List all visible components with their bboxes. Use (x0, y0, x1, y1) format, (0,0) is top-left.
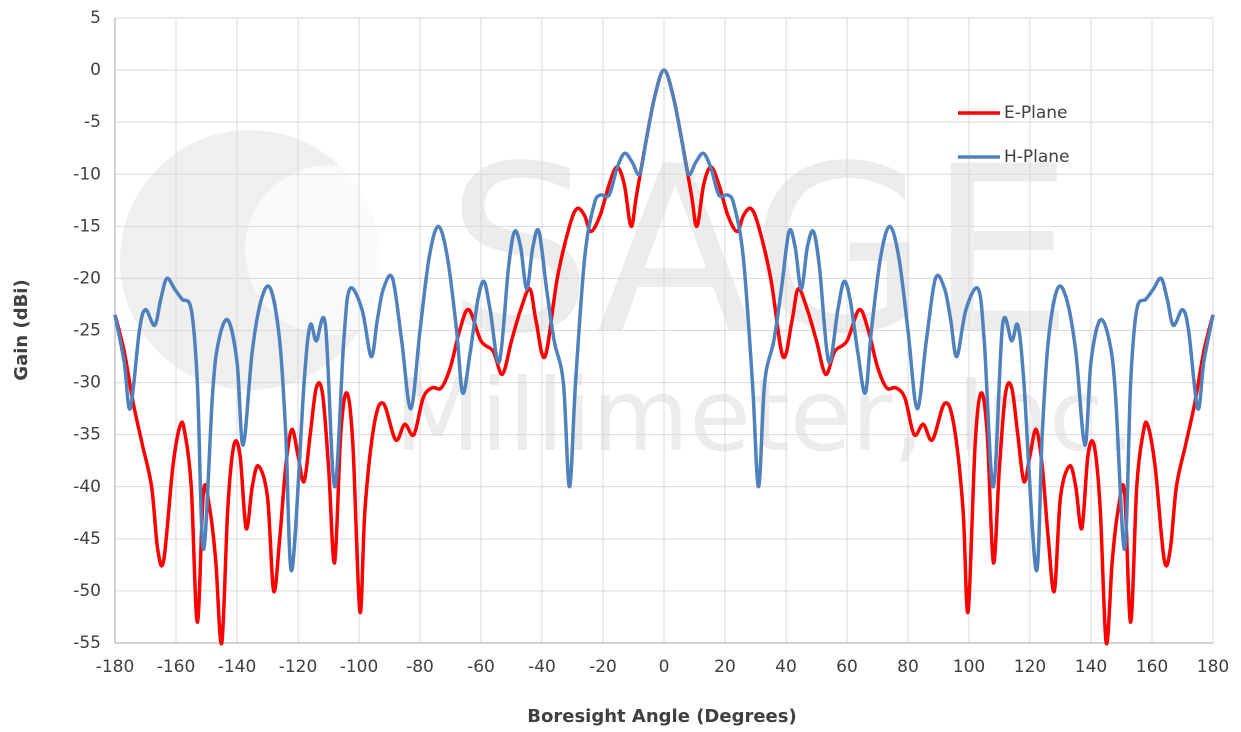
y-tick-label: -35 (73, 425, 101, 445)
x-tick-label: 60 (836, 657, 858, 677)
x-tick-label: 180 (1197, 657, 1229, 677)
y-tick-label: -20 (73, 268, 101, 288)
x-tick-label: 80 (897, 657, 919, 677)
y-axis-title: Gain (dBi) (11, 279, 32, 380)
x-tick-label: -180 (96, 657, 135, 677)
legend-label: E-Plane (1004, 103, 1068, 123)
x-axis-title: Boresight Angle (Degrees) (527, 706, 796, 727)
x-tick-label: 120 (1014, 657, 1046, 677)
y-tick-label: -40 (73, 477, 101, 497)
x-tick-label: -120 (279, 657, 318, 677)
x-tick-label: 0 (659, 657, 670, 677)
y-tick-label: -5 (84, 112, 101, 132)
watermark-logo (245, 165, 415, 335)
series-line (113, 68, 1215, 572)
x-tick-label: 140 (1075, 657, 1107, 677)
x-tick-label: -20 (589, 657, 617, 677)
x-tick-label: -60 (467, 657, 495, 677)
y-tick-label: -25 (73, 321, 101, 341)
x-tick-label: 100 (953, 657, 985, 677)
x-tick-label: 40 (775, 657, 797, 677)
x-tick-label: -140 (218, 657, 257, 677)
y-tick-label: -45 (73, 529, 101, 549)
y-tick-label: -30 (73, 373, 101, 393)
x-tick-label: -160 (157, 657, 196, 677)
y-tick-label: -55 (73, 633, 101, 653)
legend-label: H-Plane (1004, 147, 1070, 167)
x-tick-label: -80 (406, 657, 434, 677)
y-tick-label: 0 (90, 60, 101, 80)
y-tick-label: -10 (73, 164, 101, 184)
y-tick-label: -15 (73, 216, 101, 236)
x-tick-label: 20 (714, 657, 736, 677)
y-tick-label: -50 (73, 581, 101, 601)
y-tick-label: 5 (90, 8, 101, 28)
x-tick-label: -100 (340, 657, 379, 677)
x-tick-label: 160 (1136, 657, 1168, 677)
x-tick-label: -40 (528, 657, 556, 677)
